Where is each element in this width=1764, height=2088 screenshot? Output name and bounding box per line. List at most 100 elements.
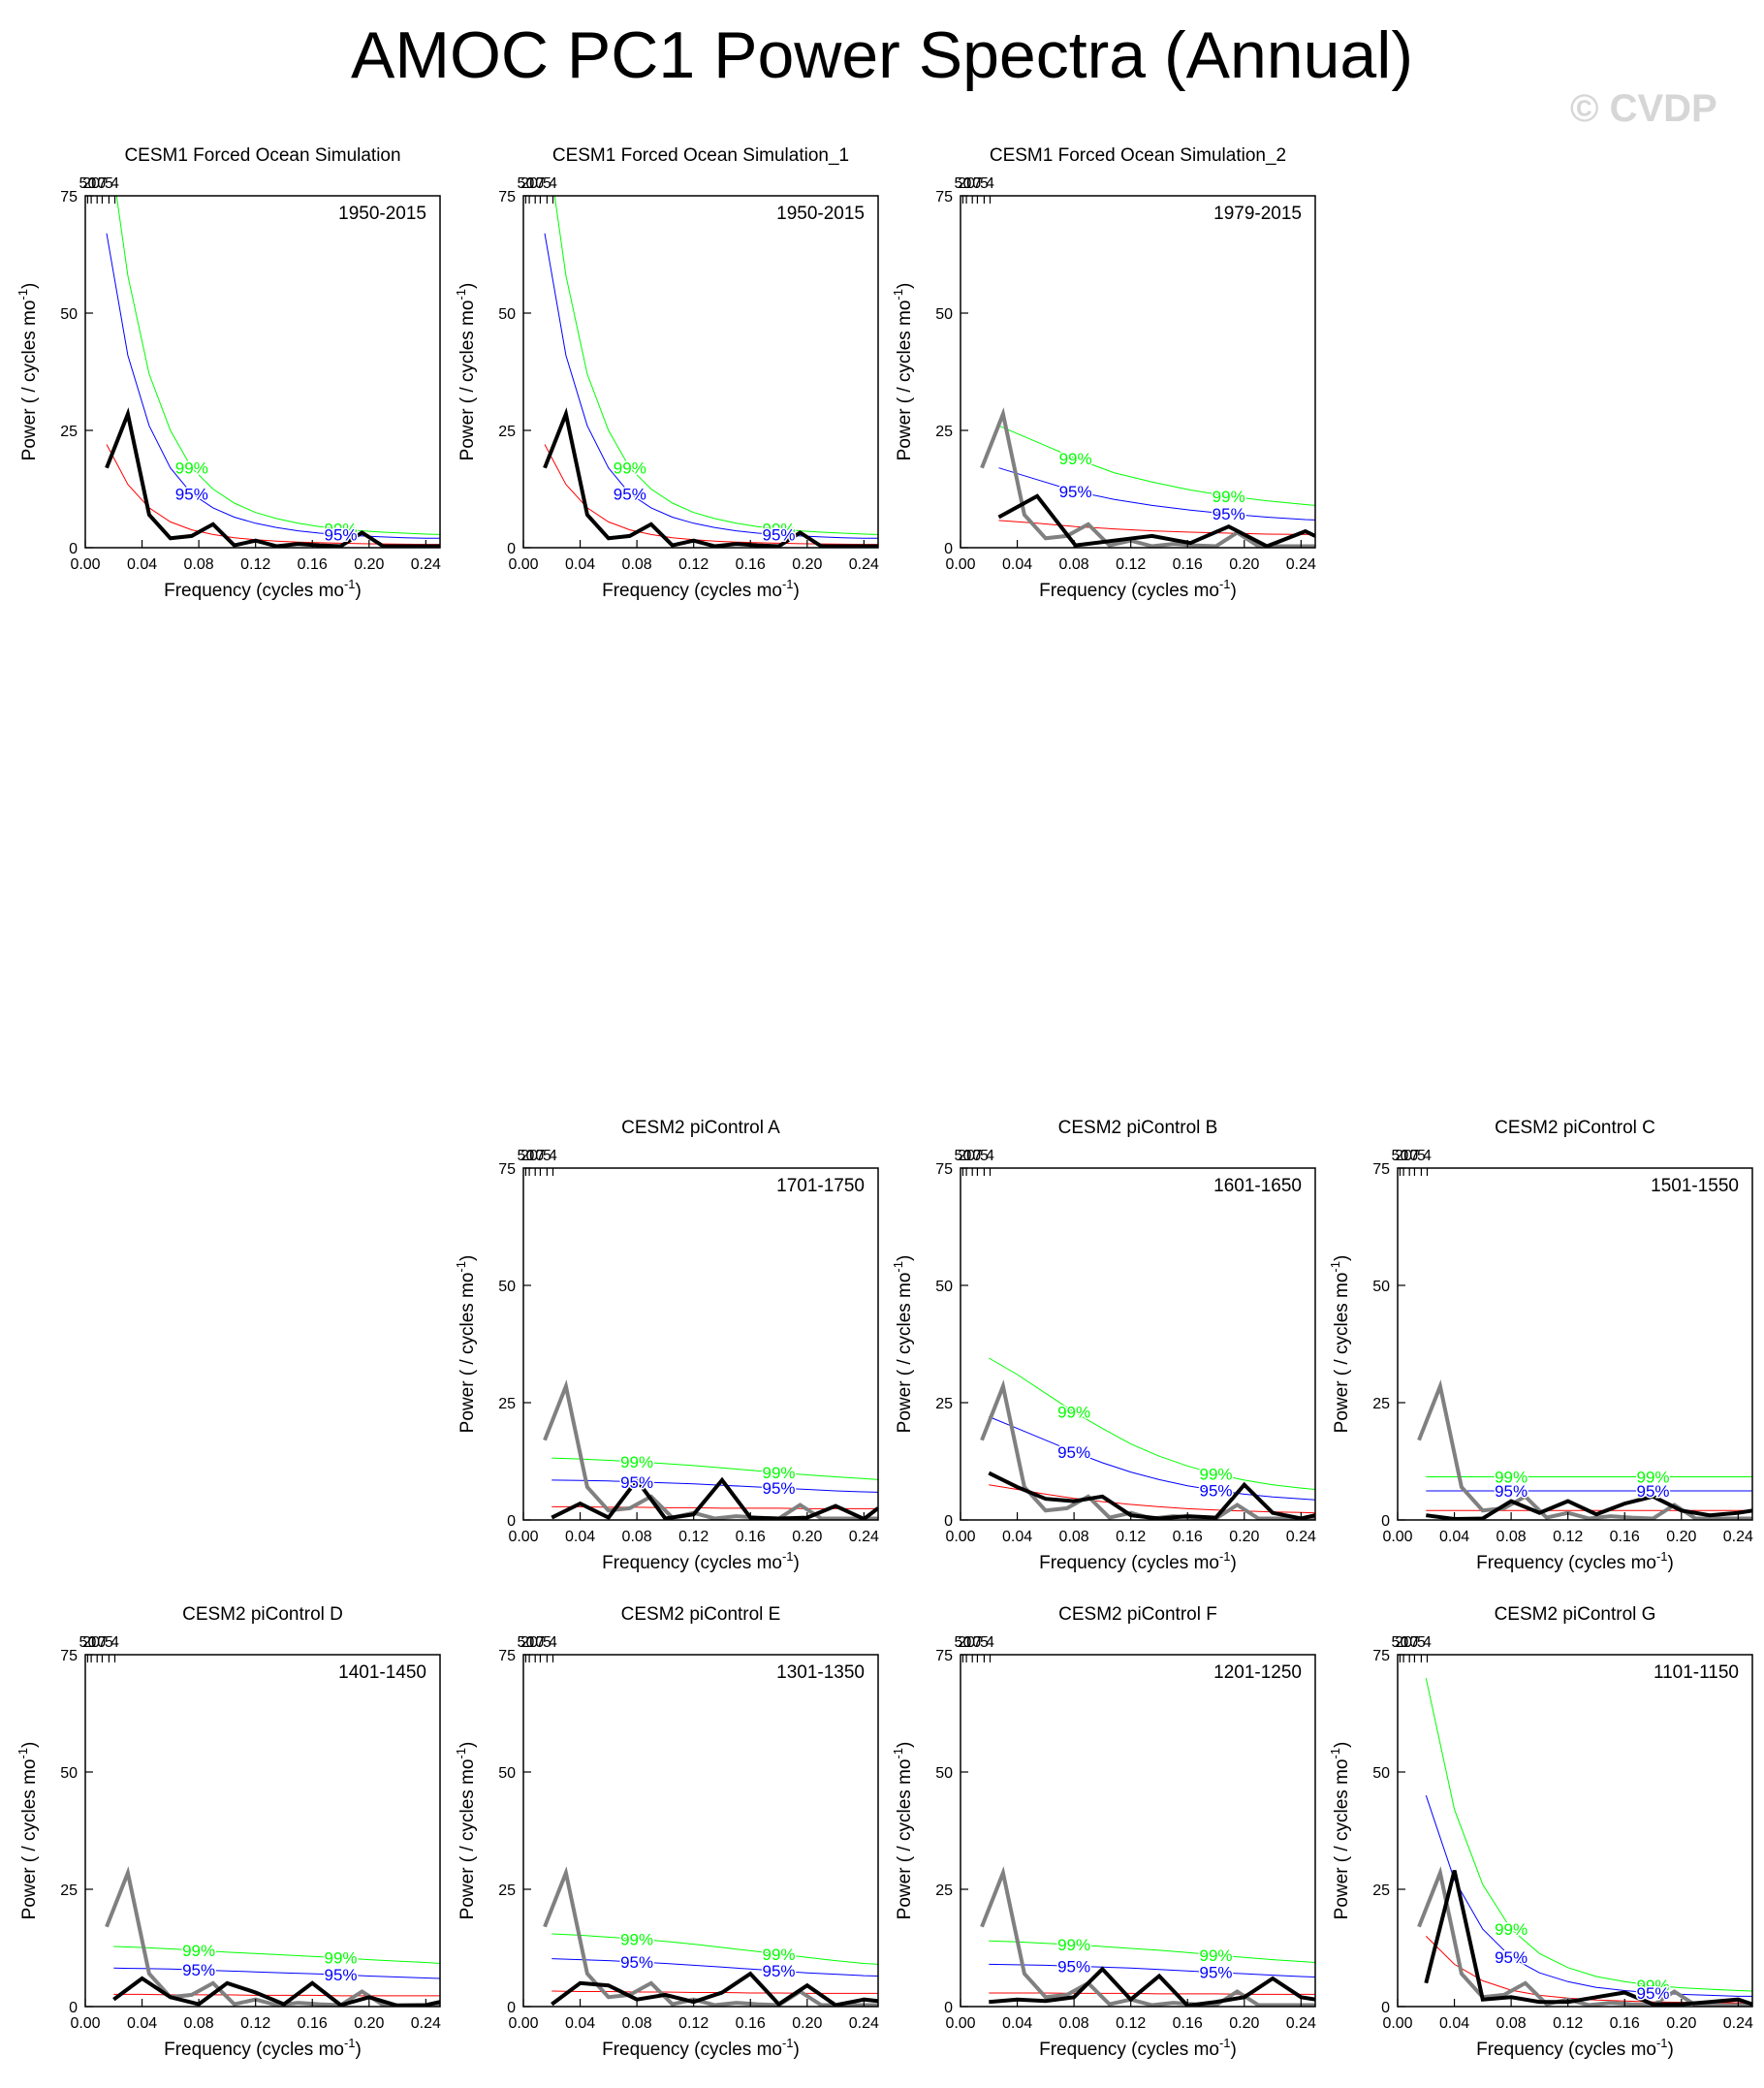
period-tick-label: 10 <box>88 175 106 192</box>
y-axis-label: Power ( / cycles mo-1) <box>891 1742 915 1920</box>
ci95-label: 95% <box>1200 1964 1233 1982</box>
period-tick-label: 10 <box>963 1634 981 1651</box>
plot-frame <box>522 1654 879 2008</box>
x-tick-label: 0.16 <box>1173 2015 1203 2032</box>
x-tick-label: 0.12 <box>1116 1529 1146 1545</box>
y-tick-label: 25 <box>60 424 78 440</box>
x-tick-label: 0.12 <box>240 2015 270 2032</box>
x-axis-label: Frequency (cycles mo-1) <box>602 1549 800 1573</box>
panel-title: CESM1 Forced Ocean Simulation <box>124 145 400 166</box>
red-noise-line <box>989 1992 1315 1995</box>
period-tick-label: 20 <box>520 175 538 192</box>
x-tick-label: 0.16 <box>1173 1529 1203 1545</box>
ci95-label: 95% <box>1200 1482 1233 1501</box>
series-group <box>980 407 1315 548</box>
period-tick-label: 7 <box>1410 1148 1419 1164</box>
y-tick-label: 25 <box>935 1882 953 1899</box>
series-group <box>105 1866 440 2007</box>
x-tick-label: 0.08 <box>622 556 652 573</box>
series-group <box>1417 1379 1752 1520</box>
spectrum-panel: CESM1 Forced Ocean Simulation_199%99%95%… <box>454 145 879 601</box>
x-tick-label: 0.00 <box>508 556 538 573</box>
period-tick-label: 20 <box>1395 1148 1412 1164</box>
ci99-label: 99% <box>1200 1466 1233 1484</box>
y-tick-label: 0 <box>1381 1513 1390 1530</box>
y-tick-label: 75 <box>1372 1161 1390 1178</box>
series-group <box>980 1357 1315 1520</box>
x-tick-label: 0.04 <box>1439 1529 1469 1545</box>
panel-title: CESM1 Forced Ocean Simulation_1 <box>552 145 849 166</box>
period-tick-label: 7 <box>1410 1634 1419 1651</box>
ci95-line <box>551 1958 878 1977</box>
ci95-label: 95% <box>763 525 796 544</box>
spectrum-line <box>551 1971 878 2007</box>
main-title: AMOC PC1 Power Spectra (Annual) <box>351 18 1413 92</box>
y-tick-label: 75 <box>498 1161 516 1178</box>
y-tick-label: 0 <box>944 1513 953 1530</box>
y-tick-label: 0 <box>507 1513 516 1530</box>
period-tick-label: 5 <box>1417 1634 1426 1651</box>
ci99-label: 99% <box>1057 1936 1090 1954</box>
x-tick-label: 0.00 <box>1382 1529 1412 1545</box>
y-tick-label: 50 <box>60 306 78 323</box>
ci95-label: 95% <box>620 1953 653 1972</box>
period-tick-label: 4 <box>110 1634 119 1651</box>
plot-frame <box>84 195 441 549</box>
panel-title: CESM1 Forced Ocean Simulation_2 <box>990 145 1286 166</box>
plot-frame <box>960 195 1316 549</box>
x-tick-label: 0.08 <box>1059 1529 1089 1545</box>
period-tick-label: 50 <box>955 1148 972 1164</box>
spectrum-line <box>105 407 440 548</box>
ci99-label: 99% <box>1213 488 1245 506</box>
panel-title: CESM2 piControl C <box>1495 1118 1655 1138</box>
y-tick-label: 0 <box>69 2000 78 2016</box>
x-tick-label: 0.08 <box>184 556 214 573</box>
reference-spectrum-line <box>105 1866 440 2007</box>
panel-title: CESM2 piControl E <box>621 1604 781 1625</box>
spectrum-panel: CESM2 piControl C99% 99%95% 95%0.00 0.04 0.0… <box>1328 1118 1753 1573</box>
years-label: 1401-1450 <box>338 1662 426 1683</box>
ci99-label: 99% <box>763 1946 796 1964</box>
ci99-label: 99% <box>763 1464 796 1482</box>
y-tick-label: 50 <box>498 1765 516 1782</box>
x-tick-label: 0.24 <box>1286 2015 1316 2032</box>
ci95-label: 95% <box>614 485 646 503</box>
ci95-line <box>989 1416 1315 1501</box>
period-tick-label: 20 <box>82 175 100 192</box>
x-tick-label: 0.20 <box>354 556 384 573</box>
period-tick-label: 20 <box>1395 1634 1412 1651</box>
y-axis-label: Power ( / cycles mo-1) <box>891 283 915 461</box>
x-tick-label: 0.08 <box>1496 1529 1527 1545</box>
spectrum-panel: CESM2 piControl G99%99%95%95%0.00 0.04 0.0… <box>1328 1604 1753 2060</box>
reference-spectrum-line <box>1417 1379 1752 1520</box>
x-tick-label: 0.12 <box>678 2015 709 2032</box>
period-tick-label: 50 <box>79 175 97 192</box>
y-tick-label: 25 <box>60 1882 78 1899</box>
y-tick-label: 75 <box>60 189 78 206</box>
period-tick-label: 10 <box>526 1148 544 1164</box>
spectrum-line <box>112 1976 440 2007</box>
series-group <box>543 1866 878 2007</box>
y-axis-label: Power ( / cycles mo-1) <box>16 283 40 461</box>
y-tick-label: 75 <box>1372 1648 1390 1664</box>
period-tick-label: 50 <box>518 1148 535 1164</box>
y-axis-label: Power ( / cycles mo-1) <box>454 1742 478 1920</box>
x-tick-label: 0.20 <box>792 2015 822 2032</box>
ci99-label: 99% <box>614 459 646 478</box>
x-axis-label: Frequency (cycles mo-1) <box>1039 577 1237 601</box>
reference-spectrum-line <box>980 1866 1315 2007</box>
period-tick-label: 4 <box>549 1148 557 1164</box>
x-tick-label: 0.16 <box>736 556 766 573</box>
x-tick-label: 0.24 <box>411 556 441 573</box>
y-tick-label: 0 <box>69 541 78 557</box>
x-tick-label: 0.04 <box>565 556 595 573</box>
ci99-label: 99% <box>620 1930 653 1948</box>
period-tick-label: 10 <box>526 175 544 192</box>
x-tick-label: 0.16 <box>736 2015 766 2032</box>
period-tick-label: 10 <box>1401 1634 1418 1651</box>
y-tick-label: 0 <box>1381 2000 1390 2016</box>
x-tick-label: 0.04 <box>565 1529 595 1545</box>
series-group <box>105 196 440 548</box>
ci99-line <box>113 1946 440 1964</box>
spectrum-line <box>1424 1870 1752 2007</box>
